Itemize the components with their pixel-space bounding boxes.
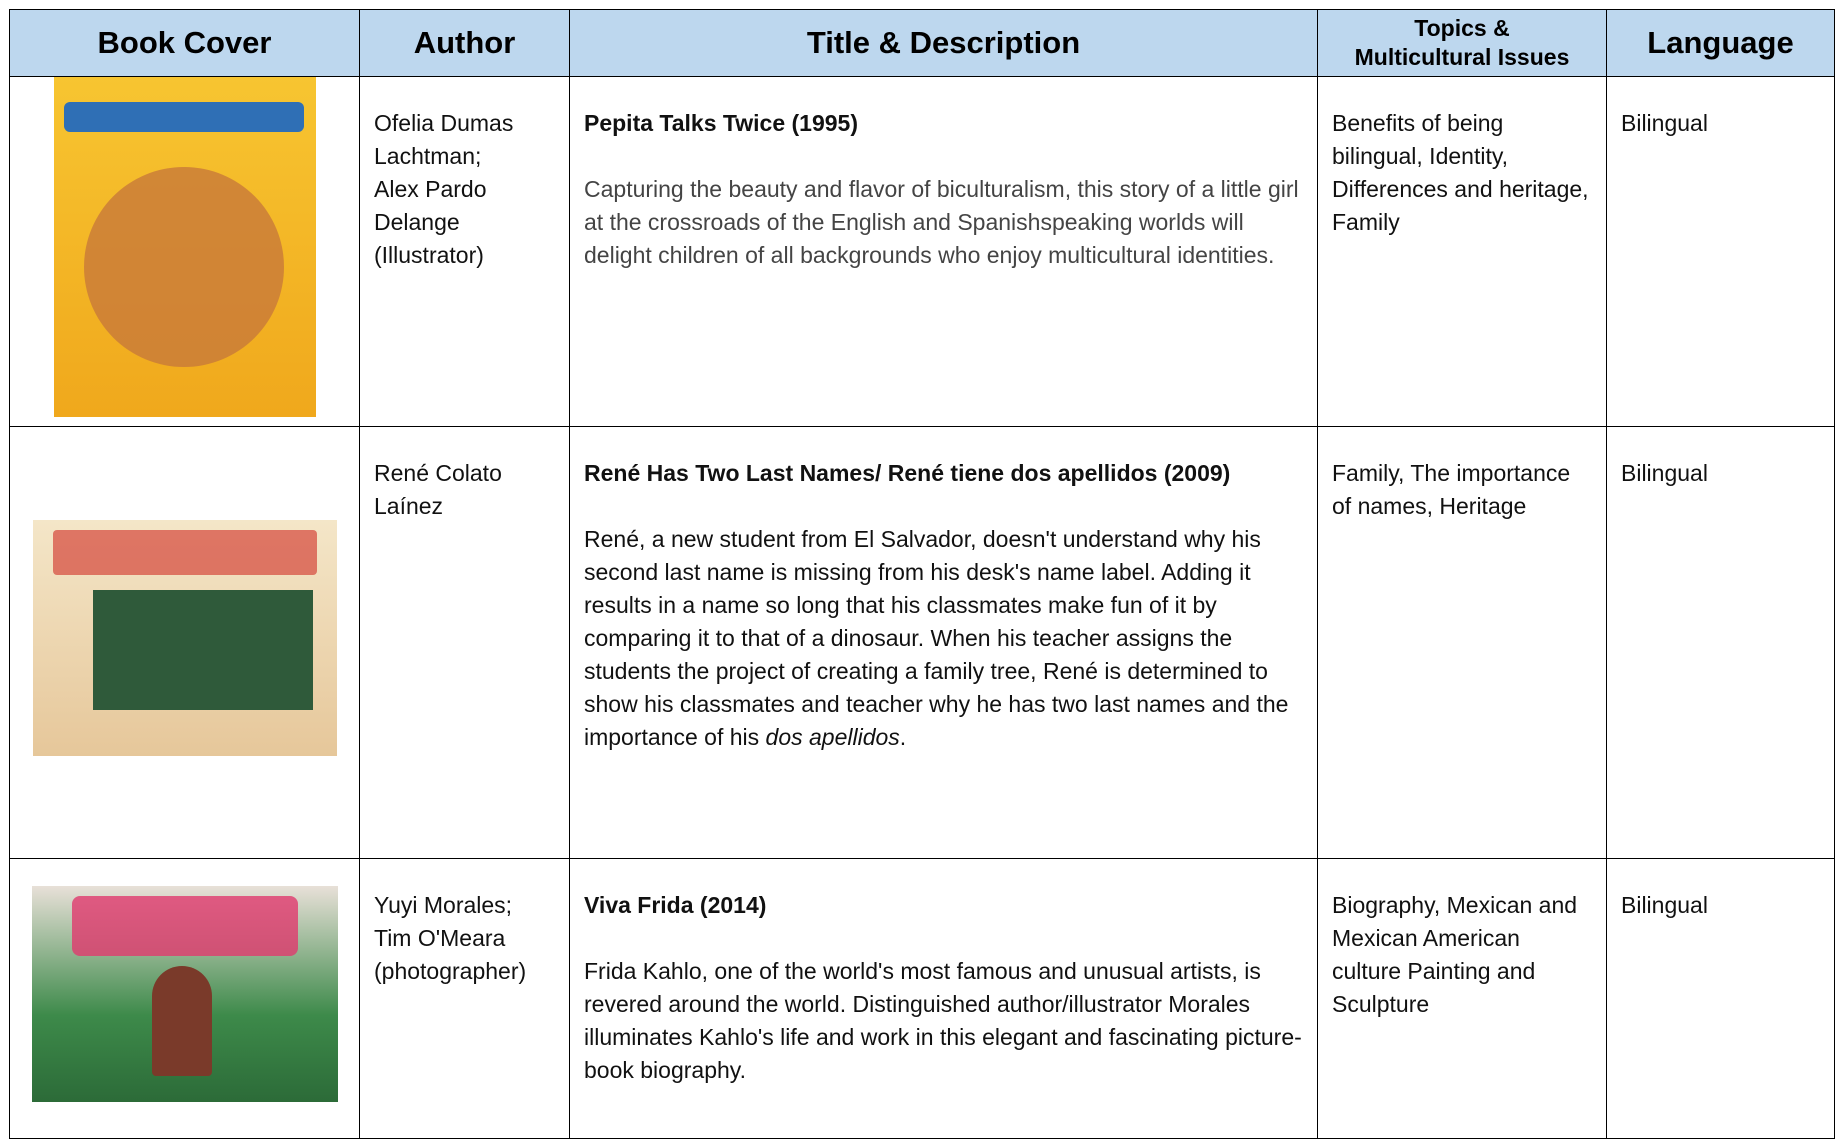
author-line: Laínez [374,493,444,519]
description-text: René, a new student from El Salvador, do… [584,526,1289,750]
topics: Benefits of being bilingual, Identity, D… [1332,110,1589,235]
author-cell: René Colato Laínez [359,426,570,859]
table-row: Ofelia Dumas Lachtman; Alex Pardo Delange (I… [9,76,1835,427]
cover-art [71,896,298,956]
description-text: Frida Kahlo, one of the world's most fam… [584,958,1302,1083]
author-line: Alex Pardo [374,176,487,202]
author-line: Tim O'Meara [374,925,506,951]
description-end: . [899,724,907,750]
author-line: (Illustrator) [374,242,484,268]
book-cover-image [32,520,337,756]
book-title: René Has Two Last Names/ René tiene dos … [584,460,1231,486]
cover-cell [9,426,360,859]
description: René, a new student from El Salvador, do… [584,523,1303,754]
title-cell: Pepita Talks Twice (1995) Capturing the b… [569,76,1318,427]
title-cell: René Has Two Last Names/ René tiene dos … [569,426,1318,859]
column-header: Topics & Multicultural Issues [1317,9,1607,77]
author-line: Delange [374,209,460,235]
title-description: Viva Frida (2014) Frida Kahlo, one of the… [570,859,1317,1087]
cover-art [52,530,317,575]
cover-cell [9,858,360,1139]
book-cover-image [31,886,338,1102]
author-cell: Yuyi Morales; Tim O'Meara (photographer) [359,858,570,1139]
title-description: Pepita Talks Twice (1995) Capturing the b… [570,77,1317,272]
topics: Family, The importance of names, Heritag… [1332,460,1571,519]
language: Bilingual [1621,460,1708,486]
author-line: Ofelia Dumas [374,110,514,136]
topics-cell: Biography, Mexican and Mexican American … [1317,858,1607,1139]
description-text: Capturing the beauty and flavor of bicul… [584,176,1299,268]
book-cover-image [53,77,316,417]
language: Bilingual [1621,110,1708,136]
cover-art [92,590,313,710]
author-line: (photographer) [374,958,527,984]
author-cell: Ofelia Dumas Lachtman; Alex Pardo Delange (I… [359,76,570,427]
topics-cell: Benefits of being bilingual, Identity, D… [1317,76,1607,427]
column-header: Title & Description [569,9,1318,77]
language-cell: Bilingual [1606,76,1835,427]
description: Capturing the beauty and flavor of bicul… [584,173,1303,272]
column-header: Language [1606,9,1835,77]
author: Yuyi Morales; Tim O'Meara (photographer) [360,859,569,988]
table-row: René Colato Laínez René Has Two Last Names… [9,426,1835,859]
author-line: Lachtman; [374,143,482,169]
author-line: Yuyi Morales; [374,892,513,918]
language: Bilingual [1621,892,1708,918]
language-cell: Bilingual [1606,426,1835,859]
cover-cell [9,76,360,427]
cover-art [83,167,284,367]
column-header: Book Cover [9,9,360,77]
table-body: Ofelia Dumas Lachtman; Alex Pardo Delange (I… [9,76,1835,1139]
book-table: Book Cover Author Title & Description Topic… [9,9,1835,1139]
topics: Biography, Mexican and Mexican American … [1332,892,1578,1017]
description: Frida Kahlo, one of the world's most fam… [584,955,1303,1087]
title-cell: Viva Frida (2014) Frida Kahlo, one of the… [569,858,1318,1139]
column-header: Author [359,9,570,77]
language-cell: Bilingual [1606,858,1835,1139]
topics-cell: Family, The importance of names, Heritag… [1317,426,1607,859]
book-title: Pepita Talks Twice (1995) [584,110,858,136]
book-title: Viva Frida (2014) [584,892,767,918]
cover-art [63,102,304,132]
cover-art [151,966,212,1076]
description-italic: dos apellidos [765,724,900,750]
title-description: René Has Two Last Names/ René tiene dos … [570,427,1317,754]
column-header-line: Multicultural Issues [1354,44,1570,70]
author-line: René Colato [374,460,502,486]
table-row: Yuyi Morales; Tim O'Meara (photographer) Vi… [9,858,1835,1139]
header-row: Book Cover Author Title & Description Topic… [9,9,1835,77]
column-header-line: Topics & [1414,15,1510,41]
author: René Colato Laínez [360,427,569,523]
author: Ofelia Dumas Lachtman; Alex Pardo Delange (I… [360,77,569,272]
